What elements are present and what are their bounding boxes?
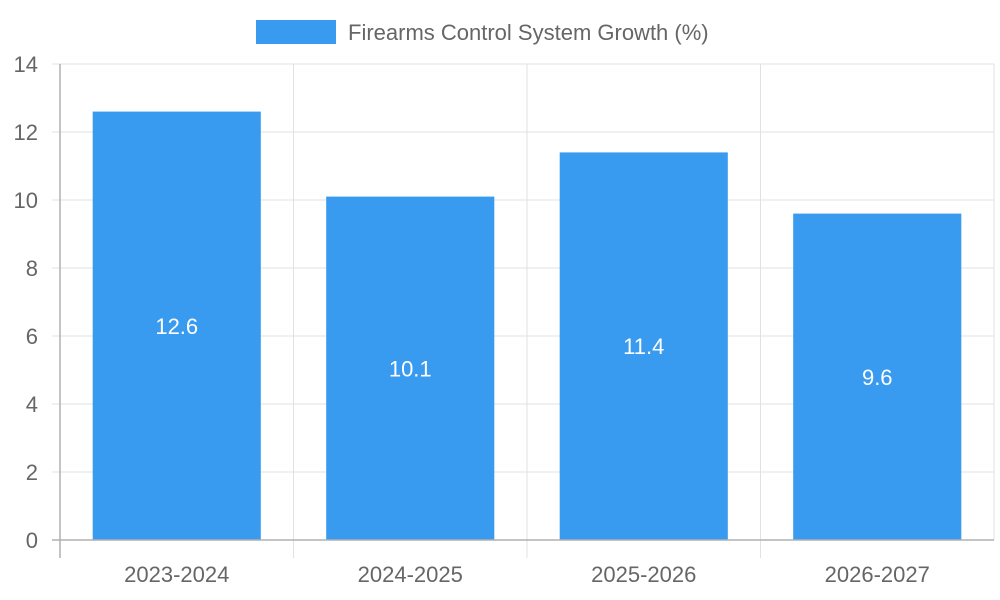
- bar[interactable]: [92, 111, 261, 540]
- y-tick-label: 2: [26, 460, 38, 485]
- axis-layer: [52, 64, 994, 558]
- bar-data-label: 11.4: [623, 334, 664, 359]
- y-tick-label: 10: [14, 188, 38, 213]
- legend-swatch[interactable]: [256, 20, 336, 44]
- legend-label[interactable]: Firearms Control System Growth (%): [348, 20, 709, 45]
- data-labels: 12.6 10.1 11.4 9.6: [155, 314, 892, 390]
- y-tick-label: 4: [26, 392, 38, 417]
- x-tick-label: 2024-2025: [358, 562, 463, 587]
- y-tick-label: 0: [26, 528, 38, 553]
- x-axis-ticks: 2023-2024 2024-2025 2025-2026 2026-2027: [124, 562, 930, 587]
- bar-data-label: 10.1: [389, 356, 432, 381]
- bar[interactable]: [559, 152, 728, 540]
- x-tick-label: 2025-2026: [591, 562, 696, 587]
- x-tick-label: 2023-2024: [124, 562, 229, 587]
- y-tick-label: 6: [26, 324, 38, 349]
- x-tick-label: 2026-2027: [825, 562, 930, 587]
- y-tick-label: 12: [14, 120, 38, 145]
- y-axis-ticks: 0 2 4 6 8 10 12 14: [14, 52, 38, 553]
- y-tick-label: 14: [14, 52, 38, 77]
- bar[interactable]: [793, 213, 962, 540]
- y-tick-label: 8: [26, 256, 38, 281]
- bar-data-label: 9.6: [862, 365, 893, 390]
- bar-data-label: 12.6: [155, 314, 198, 339]
- bars-layer: [92, 111, 962, 540]
- legend[interactable]: Firearms Control System Growth (%): [256, 20, 709, 45]
- bar[interactable]: [326, 196, 495, 540]
